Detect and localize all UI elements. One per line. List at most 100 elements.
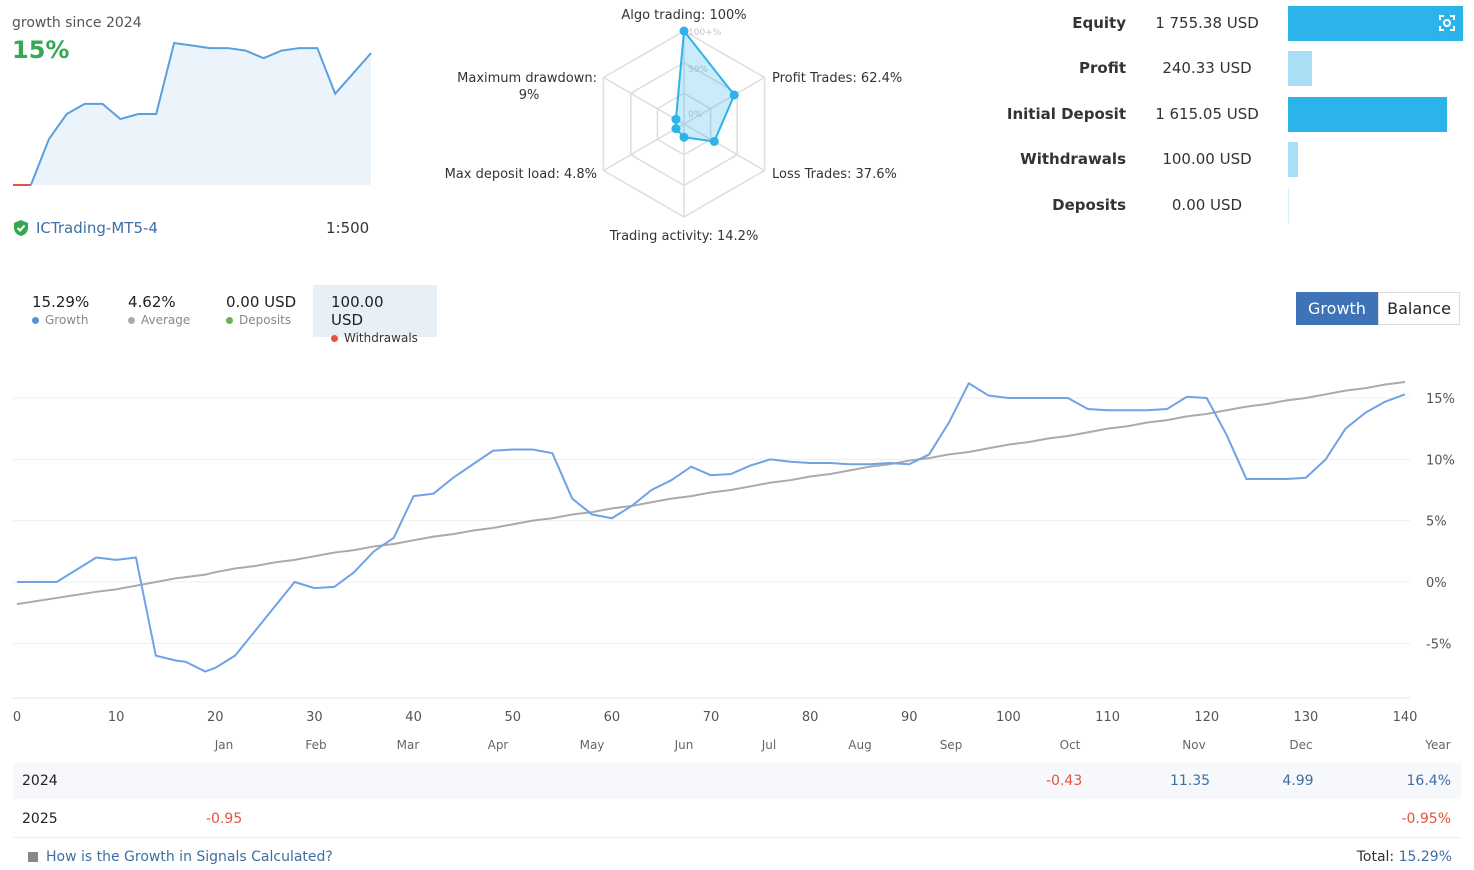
radar-label-drawdown-value: 9% <box>519 88 540 103</box>
total-label: Total: <box>1356 849 1395 865</box>
radar-point-0 <box>679 26 689 36</box>
month-label-2: Mar <box>397 738 420 752</box>
tab-growth[interactable]: Growth <box>1296 292 1378 325</box>
stat-label-2: Initial Deposit <box>1006 105 1126 123</box>
legend-growth-label: Growth <box>45 313 89 327</box>
month-label-0: Jan <box>214 738 234 752</box>
x-tick-7: 70 <box>703 710 720 725</box>
month-label-3: Apr <box>488 738 509 752</box>
stat-bar-3 <box>1288 142 1298 177</box>
screenshot-button[interactable] <box>1433 9 1461 37</box>
verified-shield-icon <box>14 220 28 236</box>
radar-axis-1 <box>683 76 765 125</box>
stat-bar-2 <box>1288 97 1447 132</box>
stat-label-1: Profit <box>1079 59 1126 77</box>
x-tick-14: 140 <box>1393 710 1418 725</box>
x-tick-2: 20 <box>207 710 224 725</box>
tab-balance[interactable]: Balance <box>1378 292 1460 325</box>
total-growth: Total: 15.29% <box>1357 849 1452 865</box>
legend-deposits-dot <box>226 316 233 324</box>
month-label-7: Aug <box>848 738 871 752</box>
y-tick-1: 10% <box>1426 453 1455 468</box>
x-tick-5: 50 <box>504 710 521 725</box>
stat-label-0: Equity <box>1072 14 1126 32</box>
mini-area <box>30 43 372 185</box>
stat-label-3: Withdrawals <box>1020 150 1126 168</box>
month-label-4: May <box>580 738 605 752</box>
legend-growth-value: 15.29% <box>32 293 90 311</box>
x-tick-0: 0 <box>13 710 21 725</box>
stat-bar-4 <box>1288 188 1289 223</box>
legend-deposits[interactable]: 0.00 USD Deposits <box>208 285 314 337</box>
leverage: 1:500 <box>326 219 370 237</box>
growth-calculation-link[interactable]: How is the Growth in Signals Calculated? <box>28 849 333 865</box>
legend-withdrawals-dot <box>331 334 338 342</box>
radar-chart: 100+% 50% 0% Algo trading: 100% Profit Tra… <box>445 8 903 244</box>
x-tick-3: 30 <box>306 710 323 725</box>
radar-ring-label-1: 50% <box>688 65 708 75</box>
x-tick-1: 10 <box>108 710 125 725</box>
x-tick-6: 60 <box>604 710 621 725</box>
trend-line <box>16 381 1406 606</box>
legend-deposits-label: Deposits <box>239 313 292 327</box>
growth-chart: 15% 10% 5% 0% -5% 0 10 20 30 40 50 60 70 80 90 100 110 12… <box>13 381 1455 752</box>
table-year: 2025 <box>22 811 58 827</box>
x-tick-9: 90 <box>901 710 918 725</box>
stat-value-4: 0.00 USD <box>1171 196 1243 214</box>
screenshot-icon <box>1439 15 1455 31</box>
broker-name[interactable]: ICTrading-MT5-4 <box>36 219 158 237</box>
radar-label-drawdown: Maximum drawdown: <box>457 71 597 86</box>
month-label-11: Dec <box>1289 738 1312 752</box>
month-label-9: Oct <box>1060 738 1081 752</box>
stat-value-1: 240.33 USD <box>1162 59 1252 77</box>
growth-calculation-link-text[interactable]: How is the Growth in Signals Calculated? <box>46 849 333 865</box>
x-tick-4: 40 <box>405 710 422 725</box>
x-tick-12: 120 <box>1194 710 1219 725</box>
radar-point-3 <box>679 132 689 142</box>
legend-withdrawals[interactable]: 100.00 USD Withdrawals <box>313 285 437 345</box>
legend-growth-dot <box>32 316 39 324</box>
legend-withdrawals-value: 100.00 USD <box>331 293 384 329</box>
month-label-12: Year <box>1424 738 1450 752</box>
growth-title: growth since 2024 <box>12 15 142 31</box>
broker-info[interactable]: ICTrading-MT5-4 <box>12 219 158 237</box>
radar-point-5 <box>671 114 681 124</box>
legend-deposits-value: 0.00 USD <box>226 293 297 311</box>
help-icon <box>28 852 38 862</box>
legend-average-label: Average <box>141 313 191 327</box>
legend-growth[interactable]: 15.29% Growth <box>14 285 107 337</box>
mini-line <box>29 41 372 186</box>
radar-axis-4 <box>603 123 685 172</box>
table-year-total: -0.95% <box>1401 811 1451 827</box>
radar-label-loss: Loss Trades: 37.6% <box>772 167 897 182</box>
table-cell: 11.35 <box>1170 773 1211 789</box>
stat-bar-1 <box>1288 51 1312 86</box>
radar-point-2 <box>709 136 719 146</box>
table-year-total: 16.4% <box>1406 773 1451 789</box>
x-tick-8: 80 <box>802 710 819 725</box>
x-tick-13: 130 <box>1293 710 1318 725</box>
legend-withdrawals-label: Withdrawals <box>344 331 418 345</box>
table-year: 2024 <box>22 773 58 789</box>
month-label-1: Feb <box>305 738 326 752</box>
table-row: 2025 -0.95 -0.95% <box>13 801 1461 838</box>
month-label-10: Nov <box>1182 738 1205 752</box>
growth-line <box>17 382 1406 673</box>
y-tick-2: 5% <box>1426 515 1447 530</box>
radar-axis-2 <box>683 123 765 172</box>
radar-ring-label-2: 0% <box>688 110 703 120</box>
legend-average-value: 4.62% <box>128 293 176 311</box>
radar-axis-5 <box>603 76 685 125</box>
x-tick-10: 100 <box>996 710 1021 725</box>
radar-label-profit: Profit Trades: 62.4% <box>772 71 902 86</box>
month-label-5: Jun <box>674 738 694 752</box>
y-tick-3: 0% <box>1426 576 1447 591</box>
growth-value: 15% <box>12 36 70 64</box>
legend-average[interactable]: 4.62% Average <box>110 285 208 337</box>
radar-label-deposit-load: Max deposit load: 4.8% <box>445 167 597 182</box>
stat-label-4: Deposits <box>1052 196 1126 214</box>
radar-point-4 <box>671 124 681 134</box>
radar-point-1 <box>729 90 739 100</box>
legend-average-dot <box>128 316 135 324</box>
stat-value-2: 1 615.05 USD <box>1155 105 1259 123</box>
